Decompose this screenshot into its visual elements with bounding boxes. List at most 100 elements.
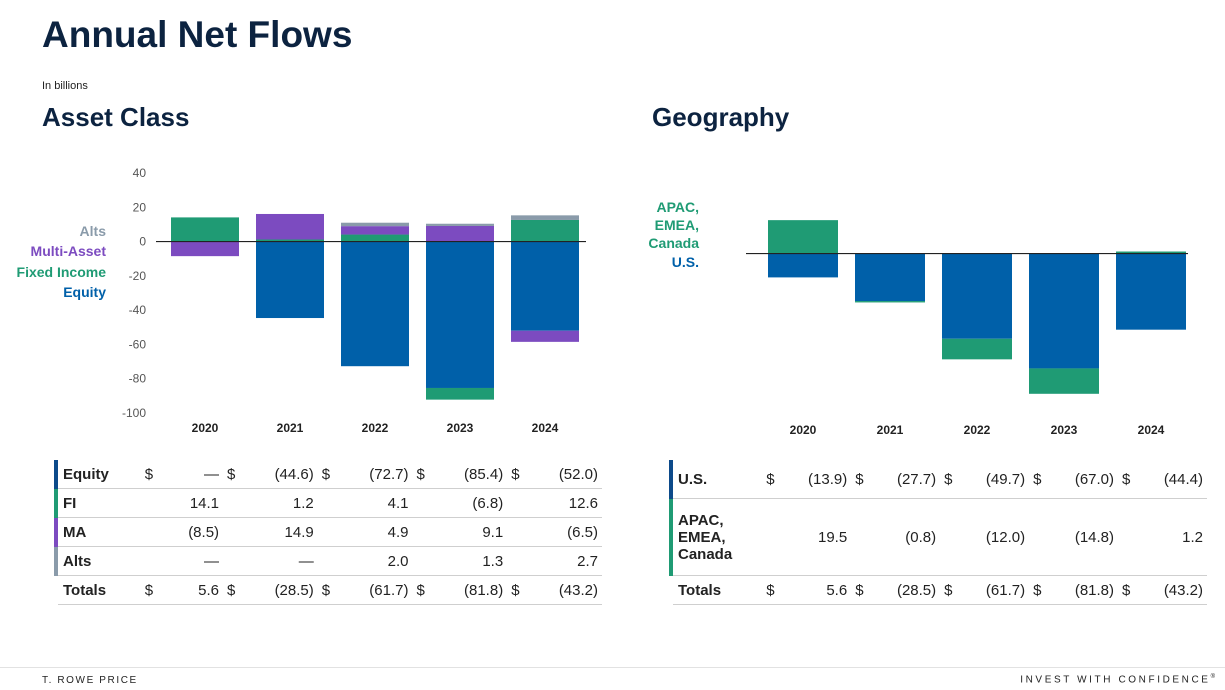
bar-multi-asset-2021 [256,213,324,240]
currency-symbol [507,488,532,518]
legend-apac-emea-canada: Canada [648,235,699,251]
bar-fixed-income-2024 [511,219,579,242]
y-tick-label: -60 [129,337,147,351]
legend-apac-emea-canada: EMEA, [655,217,699,233]
currency-symbol: $ [223,460,248,489]
currency-symbol [223,488,248,518]
cell-value: 12.6 [531,488,602,518]
table-total-row: Totals $5.6 $ (28.5) $ (61.7) $ (81.8) $ (43.2) [56,575,602,605]
table-row: APAC, EMEA, Canada 19.5 (0.8) (12.0) (14.8) 1… [668,498,1207,576]
bar-fixed-income-2021 [256,239,324,242]
cell-value: (67.0) [1051,460,1119,499]
legend-fixed-income: Fixed Income [17,264,107,280]
currency-symbol: $ [1118,460,1141,499]
currency-symbol: $ [507,575,532,605]
cell-value: 2.0 [342,546,413,576]
cell-value: 5.6 [785,575,852,605]
cell-value: — [247,546,318,576]
currency-symbol: $ [851,460,875,499]
x-tick-label: 2022 [964,423,991,437]
currency-symbol: $ [317,575,343,605]
bar-u-s-2020 [768,253,838,278]
asset-class-chart: 2020 2021 2022 2023 2024 40 20 0 -20 -40 -60 -80 -10… [17,166,586,435]
currency-symbol: $ [507,460,532,489]
x-tick-label: 2020 [192,421,219,435]
geography-title: Geography [652,102,790,132]
x-tick-label: 2021 [877,423,904,437]
row-label: MA [54,517,141,547]
cell-value: (27.7) [874,460,941,499]
x-tick-label: 2023 [1051,423,1078,437]
cell-value: — [165,546,224,576]
legend-multi-asset: Multi-Asset [31,243,107,259]
asset-class-table: Equity $ — $ (44.6) $ (72.7) $ (85.4) $ (52.0) FI 14… [54,460,602,605]
cell-value: (43.2) [1140,575,1207,605]
bar-u-s-2022 [942,253,1012,339]
y-tick-label: 40 [133,166,147,180]
registered-mark: ® [1210,674,1215,680]
y-tick-label: -20 [129,269,147,283]
currency-symbol [1029,498,1052,576]
legend-alts: Alts [80,223,107,239]
footer-tagline: INVEST WITH CONFIDENCE® [1020,674,1215,685]
row-label: U.S. [668,460,763,499]
bar-equity-2021 [256,241,324,319]
bar-alts-2024 [511,215,579,220]
currency-symbol: $ [1118,575,1141,605]
currency-symbol: $ [940,460,964,499]
cell-value: — [165,460,224,489]
bar-multi-asset-2024 [511,330,579,342]
footer-brand: T. ROWE PRICE [42,675,138,686]
bar-multi-asset-2020 [171,241,239,257]
cell-value: 14.9 [247,517,318,547]
row-label: FI [54,488,141,518]
currency-symbol: $ [412,575,437,605]
currency-symbol: $ [1029,575,1052,605]
cell-value: 14.1 [165,488,224,518]
row-label: Alts [54,546,141,576]
table-total-row: Totals $5.6 $ (28.5) $ (61.7) $ (81.8) $ (43.2) [671,575,1207,605]
cell-value: (43.2) [531,575,602,605]
cell-value: 1.2 [1140,498,1207,576]
row-label: APAC, EMEA, Canada [668,498,763,576]
currency-symbol [851,498,875,576]
bar-u-s-2024 [1116,253,1186,330]
cell-value: 4.9 [342,517,413,547]
geography-table: U.S. $ (13.9) $ (27.7) $ (49.7) $ (67.0) $ (44.4) A… [668,460,1207,605]
currency-symbol [412,546,437,576]
currency-symbol [223,517,248,547]
cell-value: 19.5 [785,498,852,576]
currency-symbol: $ [412,460,437,489]
cell-value: (85.4) [436,460,508,489]
currency-symbol [223,546,248,576]
bar-fixed-income-2020 [171,217,239,242]
cell-value: (28.5) [874,575,941,605]
bar-multi-asset-2023 [426,225,494,242]
cell-value: 5.6 [165,575,224,605]
cell-value: (6.5) [531,517,602,547]
cell-value: (44.6) [247,460,318,489]
cell-value: (61.7) [963,575,1030,605]
table-row: FI 14.1 1.2 4.1 (6.8) 12.6 [54,488,602,518]
bar-fixed-income-2023 [426,387,494,400]
legend-apac-emea-canada: APAC, [656,199,699,215]
row-label: Totals [56,575,141,605]
cell-value: (14.8) [1051,498,1119,576]
cell-value: 9.1 [436,517,508,547]
currency-symbol: $ [851,575,875,605]
bar-alts-2023 [426,223,494,226]
currency-symbol [317,488,343,518]
units-note: In billions [42,80,88,92]
currency-symbol [762,498,786,576]
bar-equity-2022 [341,241,409,367]
currency-symbol [412,517,437,547]
cell-value: 2.7 [531,546,602,576]
table-row: U.S. $ (13.9) $ (27.7) $ (49.7) $ (67.0) $ (44.4) [668,460,1207,499]
x-tick-label: 2024 [1138,423,1165,437]
currency-symbol: $ [223,575,248,605]
bar-apac-emea-canada-2024 [1116,251,1186,254]
cell-value: (28.5) [247,575,318,605]
table-row: MA (8.5) 14.9 4.9 9.1 (6.5) [54,517,602,547]
currency-symbol [140,488,166,518]
cell-value: (81.8) [1051,575,1119,605]
